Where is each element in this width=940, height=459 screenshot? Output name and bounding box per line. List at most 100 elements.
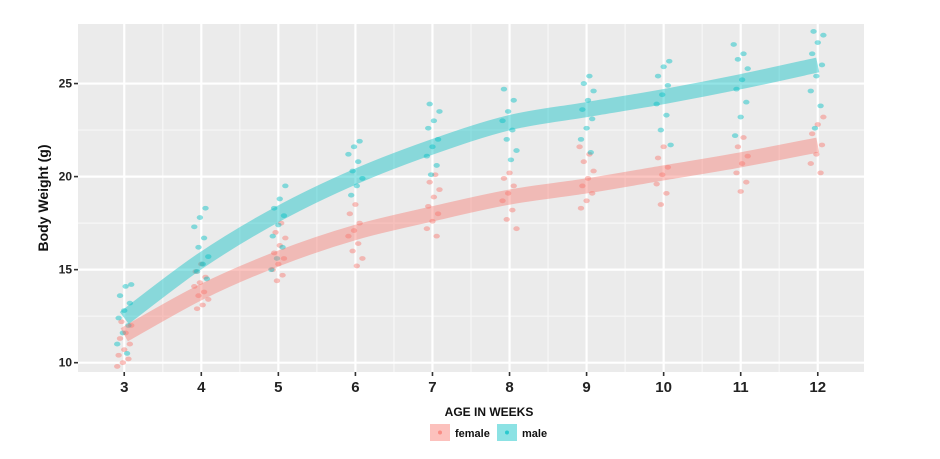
y-tick-label: 10: [59, 356, 73, 370]
x-tick-label: 11: [733, 379, 749, 396]
female-data-point: [349, 248, 356, 254]
female-data-point: [580, 159, 587, 165]
female-data-point: [659, 172, 666, 178]
female-data-point: [433, 233, 440, 239]
female-data-point: [126, 341, 134, 347]
male-data-point: [586, 73, 593, 79]
female-data-point: [192, 269, 199, 274]
male-data-point: [275, 222, 282, 228]
male-data-point: [808, 51, 816, 57]
male-data-point: [659, 92, 666, 98]
female-data-point: [195, 293, 202, 299]
female-data-point: [657, 202, 665, 207]
male-data-point: [664, 83, 672, 88]
female-data-point: [820, 114, 827, 120]
female-data-point: [272, 230, 279, 235]
female-data-point: [425, 203, 432, 209]
male-data-point: [199, 261, 206, 267]
male-data-point: [119, 330, 127, 336]
x-tick-label: 5: [274, 379, 282, 396]
male-data-point: [499, 118, 506, 124]
male-data-point: [423, 153, 431, 159]
male-data-point: [114, 341, 121, 347]
female-data-point: [280, 256, 288, 261]
male-data-point: [740, 51, 747, 57]
male-data-point: [743, 99, 750, 105]
minor-gridlines: [78, 24, 864, 372]
female-data-point: [744, 153, 751, 159]
male-data-point: [818, 62, 826, 68]
male-data-point: [737, 114, 744, 120]
male-data-point: [426, 101, 433, 107]
male-data-point: [807, 88, 814, 94]
male-data-point: [196, 215, 204, 220]
male-data-point: [425, 125, 432, 131]
male-data-point: [268, 267, 275, 273]
male-data-point: [579, 107, 586, 113]
female-data-point: [584, 176, 592, 181]
female-data-point: [432, 172, 439, 178]
male-data-point: [500, 86, 508, 92]
male-legend-dot: [505, 430, 509, 435]
female-data-point: [509, 207, 516, 213]
female-data-point: [743, 179, 750, 185]
female-data-point: [128, 323, 135, 328]
female-data-point: [121, 347, 128, 353]
female-data-point: [499, 198, 506, 204]
female-data-point: [503, 217, 510, 222]
male-data-point: [810, 29, 817, 34]
female-data-point: [738, 161, 746, 166]
female-data-point: [653, 181, 660, 187]
female-data-point: [118, 319, 125, 325]
x-tick-label: 10: [655, 379, 672, 396]
female-data-point: [500, 176, 508, 181]
male-data-point: [125, 323, 132, 328]
male-data-point: [269, 233, 276, 239]
male-data-point: [663, 112, 670, 118]
male-data-point: [730, 42, 737, 47]
female-data-point: [346, 211, 354, 217]
female-data-point: [276, 243, 283, 248]
female-data-point: [818, 142, 826, 148]
male-data-point: [744, 66, 751, 72]
female-data-point: [586, 151, 593, 157]
male-data-point: [584, 97, 592, 103]
female-data-point: [506, 170, 513, 176]
female-data-point: [198, 261, 205, 267]
male-data-point: [817, 103, 824, 109]
female-data-point: [115, 352, 122, 358]
female-data-point: [510, 183, 517, 189]
male-data-point: [126, 300, 134, 306]
male-data-point: [580, 81, 587, 86]
male-data-point: [738, 77, 746, 83]
female-data-point: [579, 183, 586, 189]
male-data-point: [115, 315, 122, 321]
trend-bands: [119, 57, 820, 342]
male-data-point: [503, 136, 510, 142]
female-data-point: [196, 280, 204, 286]
male-data-point: [734, 56, 742, 62]
male-data-point: [434, 136, 442, 142]
female-data-point: [817, 170, 824, 176]
male-data-point: [353, 183, 361, 189]
male-data-point: [280, 213, 288, 219]
female-data-point: [513, 226, 520, 232]
female-data-point: [353, 263, 361, 269]
female-data-point: [583, 198, 590, 204]
male-data-point: [577, 136, 585, 142]
female-legend-dot: [438, 430, 442, 435]
male-data-point: [116, 293, 124, 299]
male-data-point: [587, 150, 594, 155]
male-trend-band: [119, 57, 820, 325]
x-tick-label: 9: [582, 379, 590, 396]
male-data-point: [590, 88, 597, 94]
y-tick-label: 20: [59, 170, 73, 184]
male-data-point: [667, 142, 674, 148]
male-data-point: [653, 101, 660, 107]
female-data-point: [423, 226, 431, 232]
male-data-point: [203, 276, 211, 282]
female-data-point: [663, 190, 670, 196]
male-data-point: [430, 118, 438, 124]
female-data-point: [200, 289, 208, 295]
female-data-point: [664, 164, 672, 170]
